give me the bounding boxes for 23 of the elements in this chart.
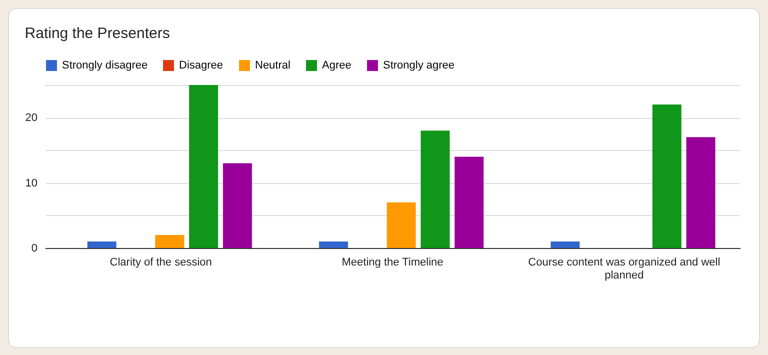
x-tick-label: Course content was organized and well planned	[528, 256, 720, 282]
legend-label: Neutral	[255, 60, 290, 72]
bar	[652, 104, 682, 248]
y-tick-label: 10	[25, 177, 38, 190]
legend-label: Agree	[322, 60, 352, 72]
bar	[155, 234, 184, 248]
legend-label: Strongly disagree	[62, 60, 148, 72]
bar	[686, 137, 716, 248]
bar	[550, 241, 580, 248]
bar	[454, 156, 484, 248]
bar	[420, 130, 450, 248]
legend-label: Disagree	[179, 60, 224, 72]
x-tick-label: Clarity of the session	[110, 256, 212, 268]
chart-title: Rating the Presenters	[24, 25, 170, 42]
x-tick-label: Meeting the Timeline	[342, 256, 444, 268]
bar	[87, 241, 116, 248]
legend-label: Strongly agree	[383, 60, 455, 72]
bar	[222, 163, 252, 248]
y-tick-label: 0	[31, 242, 38, 254]
bar	[189, 85, 218, 248]
bar	[386, 202, 416, 248]
y-tick-label: 20	[25, 112, 38, 124]
bar	[319, 241, 348, 248]
